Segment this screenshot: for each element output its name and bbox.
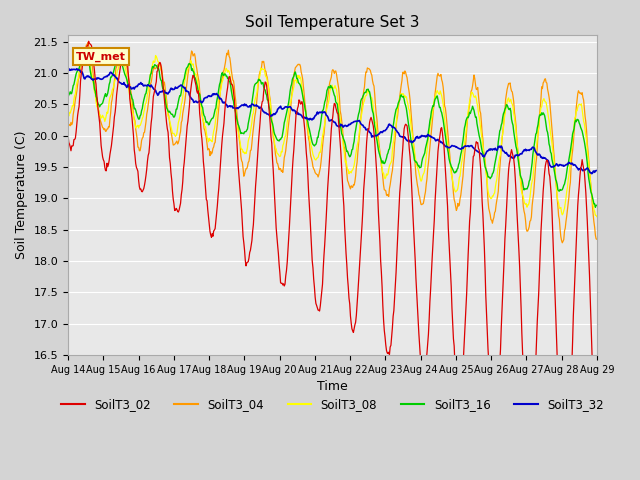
SoilT3_08: [64, 111, 72, 117]
Line: SoilT3_16: SoilT3_16: [68, 55, 597, 207]
SoilT3_16: [74, 68, 81, 73]
SoilT3_08: [413, 162, 420, 168]
SoilT3_32: [211, 91, 218, 96]
SoilT3_16: [79, 52, 87, 58]
SoilT3_02: [593, 364, 601, 370]
SoilT3_04: [593, 236, 601, 242]
SoilT3_04: [397, 83, 405, 88]
SoilT3_02: [182, 131, 190, 137]
SoilT3_32: [74, 67, 82, 72]
X-axis label: Time: Time: [317, 380, 348, 393]
SoilT3_02: [418, 364, 426, 370]
SoilT3_02: [84, 38, 92, 44]
Line: SoilT3_04: SoilT3_04: [68, 43, 597, 243]
SoilT3_04: [211, 141, 218, 146]
SoilT3_08: [211, 126, 218, 132]
SoilT3_02: [397, 170, 405, 176]
SoilT3_02: [413, 289, 420, 295]
Title: Soil Temperature Set 3: Soil Temperature Set 3: [245, 15, 420, 30]
SoilT3_04: [84, 40, 92, 46]
Line: SoilT3_08: SoilT3_08: [68, 52, 597, 216]
SoilT3_04: [559, 240, 566, 246]
SoilT3_32: [588, 171, 596, 177]
SoilT3_04: [74, 83, 81, 88]
SoilT3_08: [82, 49, 90, 55]
SoilT3_08: [397, 91, 405, 96]
Line: SoilT3_02: SoilT3_02: [68, 41, 597, 367]
Line: SoilT3_32: SoilT3_32: [68, 69, 597, 174]
SoilT3_16: [593, 203, 601, 208]
SoilT3_08: [182, 71, 190, 77]
SoilT3_16: [129, 96, 136, 102]
SoilT3_16: [397, 92, 405, 97]
Text: TW_met: TW_met: [76, 51, 126, 61]
SoilT3_16: [64, 94, 72, 100]
Y-axis label: Soil Temperature (C): Soil Temperature (C): [15, 131, 28, 259]
SoilT3_16: [413, 159, 420, 165]
SoilT3_08: [129, 110, 136, 116]
SoilT3_02: [129, 124, 136, 130]
Legend: SoilT3_02, SoilT3_04, SoilT3_08, SoilT3_16, SoilT3_32: SoilT3_02, SoilT3_04, SoilT3_08, SoilT3_…: [56, 394, 609, 416]
SoilT3_32: [593, 168, 601, 173]
SoilT3_32: [397, 134, 405, 140]
SoilT3_02: [211, 227, 218, 233]
SoilT3_32: [413, 135, 420, 141]
SoilT3_32: [73, 66, 81, 72]
SoilT3_04: [413, 177, 420, 182]
SoilT3_02: [74, 113, 81, 119]
SoilT3_16: [591, 204, 599, 210]
SoilT3_32: [129, 85, 136, 91]
SoilT3_08: [74, 78, 81, 84]
SoilT3_04: [129, 104, 136, 109]
SoilT3_32: [64, 69, 72, 74]
SoilT3_04: [182, 85, 190, 91]
SoilT3_02: [64, 132, 72, 138]
SoilT3_08: [593, 214, 601, 219]
SoilT3_16: [211, 110, 218, 116]
SoilT3_32: [182, 88, 190, 94]
SoilT3_04: [64, 119, 72, 125]
SoilT3_16: [182, 65, 190, 71]
